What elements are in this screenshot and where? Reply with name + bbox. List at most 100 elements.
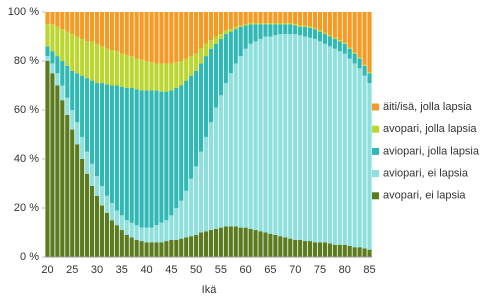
bar-segment: [119, 86, 124, 216]
bar-segment: [189, 12, 194, 57]
bar-segment: [337, 244, 342, 257]
bar-segment: [70, 12, 75, 35]
bar-segment: [283, 23, 288, 25]
x-tick-label: 40: [140, 264, 152, 276]
bar-segment: [248, 12, 253, 24]
x-tick-label: 20: [41, 264, 53, 276]
bar-segment: [149, 90, 154, 228]
bar-segment: [65, 12, 70, 32]
bar-segment: [124, 220, 129, 235]
bar-segment: [198, 48, 204, 64]
bar-segment: [322, 43, 328, 243]
bar-segment: [357, 12, 362, 58]
bar-segment: [273, 23, 278, 25]
bar-segment: [312, 12, 318, 28]
bar-segment: [263, 24, 268, 37]
bar-segment: [362, 75, 367, 249]
bar-segment: [184, 190, 189, 238]
bar-segment: [322, 34, 328, 44]
bar-segment: [45, 12, 50, 25]
legend-label: äiti/isä, jolla lapsia: [383, 101, 473, 113]
legend-label: avopari, jolla lapsia: [383, 123, 477, 135]
bar-segment: [253, 24, 258, 42]
bar-segment: [85, 151, 90, 174]
bar-segment: [174, 62, 179, 88]
bar-segment: [119, 230, 124, 257]
bar-segment: [213, 107, 219, 229]
bar-segment: [223, 30, 228, 35]
bar-segment: [99, 46, 105, 84]
bar-segment: [322, 242, 328, 257]
bar-segment: [85, 12, 90, 42]
bar-segment: [223, 12, 228, 31]
bar-segment: [288, 12, 293, 24]
bar-segment: [327, 243, 332, 257]
bar-segment: [184, 237, 189, 257]
y-tick-label: 0 %: [20, 251, 39, 263]
bar-segment: [154, 242, 159, 257]
x-tick-label: 50: [190, 264, 202, 276]
bar-segment: [159, 242, 164, 257]
bar-segment: [203, 43, 209, 57]
bar-segment: [367, 73, 372, 84]
bar-segment: [357, 57, 362, 59]
bar-segment: [298, 12, 303, 26]
bar-segment: [114, 51, 119, 86]
bar-segment: [154, 12, 159, 64]
bar-segment: [134, 89, 139, 226]
bar-segment: [50, 73, 55, 257]
legend-label: avopari, ei lapsia: [383, 190, 466, 202]
bar-segment: [233, 63, 238, 227]
bar-segment: [208, 230, 214, 257]
bar-segment: [342, 53, 347, 245]
legend-swatch: [372, 170, 379, 178]
bar-segment: [288, 238, 293, 257]
bar-segment: [179, 61, 184, 86]
bar-segment: [332, 37, 337, 39]
bar-segment: [327, 12, 332, 36]
bar-segment: [89, 41, 95, 81]
bar-segment: [243, 25, 248, 49]
bar-segment: [109, 49, 114, 86]
x-tick-label: 65: [264, 264, 276, 276]
bar-segment: [129, 87, 134, 223]
bar-segment: [50, 12, 55, 25]
bar-segment: [307, 37, 313, 242]
bar-segment: [268, 12, 273, 24]
bar-segment: [194, 53, 199, 71]
bar-segment: [94, 195, 100, 257]
bar-segment: [278, 12, 283, 24]
bar-segment: [258, 12, 263, 24]
bar-segment: [248, 228, 253, 257]
bar-segment: [124, 234, 129, 257]
bar-segment: [248, 24, 253, 44]
bar-segment: [75, 36, 80, 74]
bar-segment: [312, 27, 318, 30]
bar-segment: [288, 23, 293, 25]
bar-segment: [124, 87, 129, 221]
bar-segment: [298, 26, 303, 36]
bar-segment: [139, 227, 144, 242]
bar-segment: [322, 32, 328, 35]
bar-segment: [317, 31, 323, 42]
bar-segment: [293, 24, 298, 26]
bar-segment: [154, 63, 159, 91]
bar-segment: [89, 12, 95, 42]
bar-segment: [213, 12, 219, 37]
bar-segment: [164, 91, 169, 221]
bar-segment: [362, 64, 367, 66]
bar-segment: [114, 210, 119, 226]
bar-segment: [159, 12, 164, 64]
bar-segment: [194, 234, 199, 257]
bar-segment: [342, 42, 347, 44]
bar-segment: [109, 220, 114, 257]
bar-segment: [104, 12, 110, 49]
bar-segment: [273, 234, 278, 257]
bar-segment: [139, 90, 144, 228]
bar-segment: [233, 26, 238, 30]
bar-segment: [347, 48, 352, 59]
bar-segment: [154, 225, 159, 243]
bar-segment: [223, 83, 228, 227]
bar-segment: [357, 247, 362, 257]
y-tick-label: 80 %: [14, 55, 39, 67]
